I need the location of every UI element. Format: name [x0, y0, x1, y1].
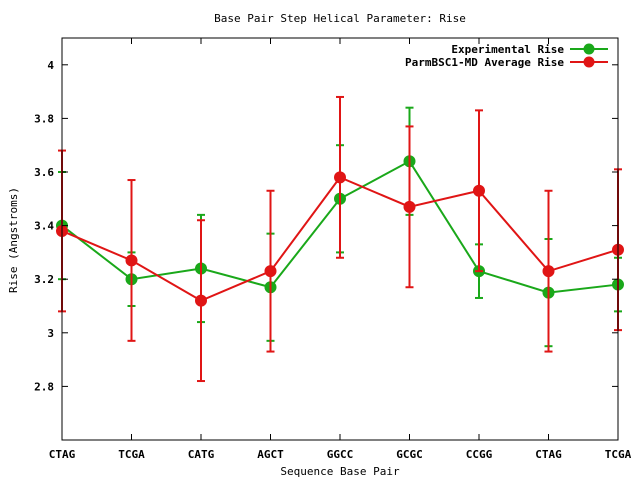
legend-marker	[583, 56, 595, 68]
data-point	[125, 254, 138, 267]
plot-area	[56, 95, 624, 383]
x-tick-label: CATG	[188, 448, 215, 461]
y-tick-label: 3	[47, 327, 54, 340]
y-tick-label: 2.8	[34, 380, 54, 393]
y-tick-label: 3.6	[34, 166, 54, 179]
data-point	[195, 294, 207, 307]
data-point	[403, 200, 416, 213]
y-tick-label: 3.8	[34, 112, 54, 125]
x-tick-label: CCGG	[466, 448, 493, 461]
x-tick-label: TCGA	[118, 448, 145, 461]
series-2	[56, 95, 624, 383]
y-tick-label: 3.2	[34, 273, 54, 286]
data-point	[473, 184, 485, 197]
x-tick-label: AGCT	[257, 448, 284, 461]
legend-marker	[583, 43, 595, 55]
x-tick-label: GGCC	[327, 448, 354, 461]
x-tick-label: TCGA	[605, 448, 632, 461]
chart-title: Base Pair Step Helical Parameter: Rise	[214, 12, 466, 25]
x-tick-label: CTAG	[535, 448, 562, 461]
data-point	[334, 171, 346, 184]
legend-label: ParmBSC1-MD Average Rise	[405, 56, 564, 69]
x-tick-label: CTAG	[49, 448, 76, 461]
x-tick-label: GCGC	[396, 448, 423, 461]
y-tick-label: 4	[47, 59, 54, 72]
y-tick-label: 3.4	[34, 220, 54, 233]
y-axis-label: Rise (Angstroms)	[7, 187, 20, 293]
x-axis-label: Sequence Base Pair	[280, 465, 400, 478]
legend-label: Experimental Rise	[451, 43, 564, 56]
data-point	[264, 265, 277, 278]
axes: 2.8 3 3.2 3.4 3.6 3.8 4 CTAG TCGA CATG AGCT GGCC GCG…	[34, 37, 632, 461]
data-point	[542, 265, 555, 278]
